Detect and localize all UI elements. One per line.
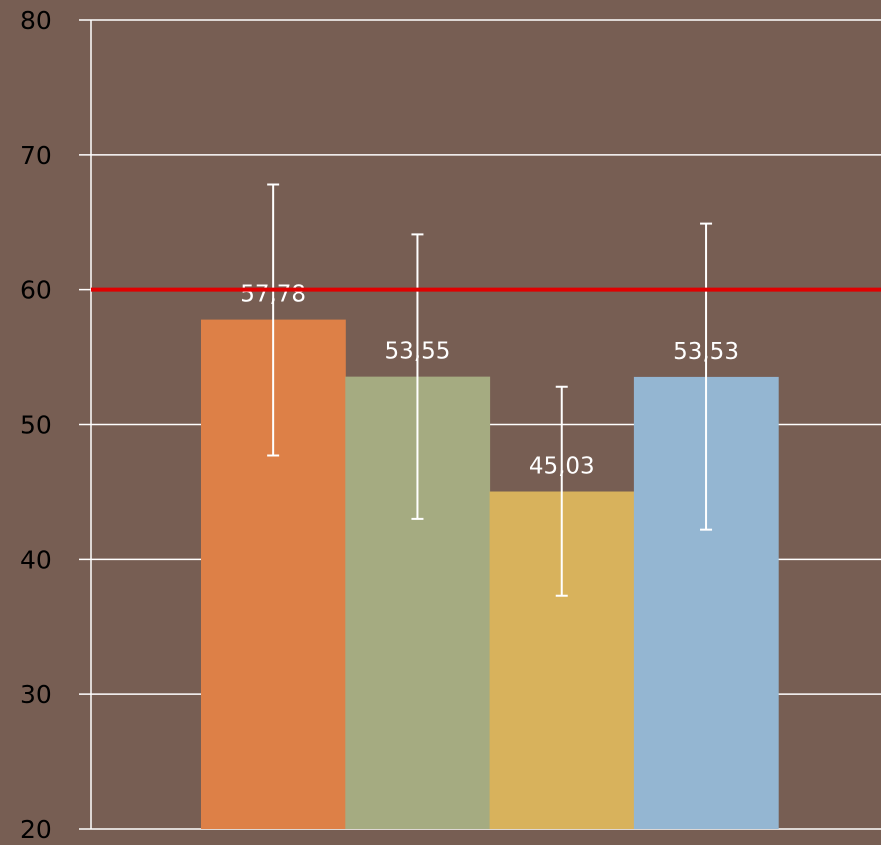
y-tick-label: 60	[20, 276, 52, 305]
error-bar	[267, 183, 280, 457]
y-tick-label: 20	[20, 815, 52, 844]
data-label: 53,53	[673, 339, 739, 365]
y-tick-label: 30	[20, 680, 52, 709]
y-tick-label: 50	[20, 411, 52, 440]
error-bars	[267, 183, 713, 597]
error-bar	[555, 385, 568, 597]
y-tick-label: 40	[20, 545, 52, 574]
data-label: 53,55	[385, 339, 451, 365]
data-labels: 57,78 53,55 45,03 53,53	[240, 282, 739, 480]
error-bar	[700, 222, 713, 531]
bars	[201, 319, 779, 829]
data-label: 57,78	[240, 282, 306, 308]
y-tick-label: 80	[20, 6, 52, 35]
y-axis-ticks: 20 30 40 50 60 70 80	[20, 6, 52, 844]
data-label: 45,03	[529, 454, 595, 480]
error-bar	[411, 233, 424, 520]
y-tick-label: 70	[20, 141, 52, 170]
